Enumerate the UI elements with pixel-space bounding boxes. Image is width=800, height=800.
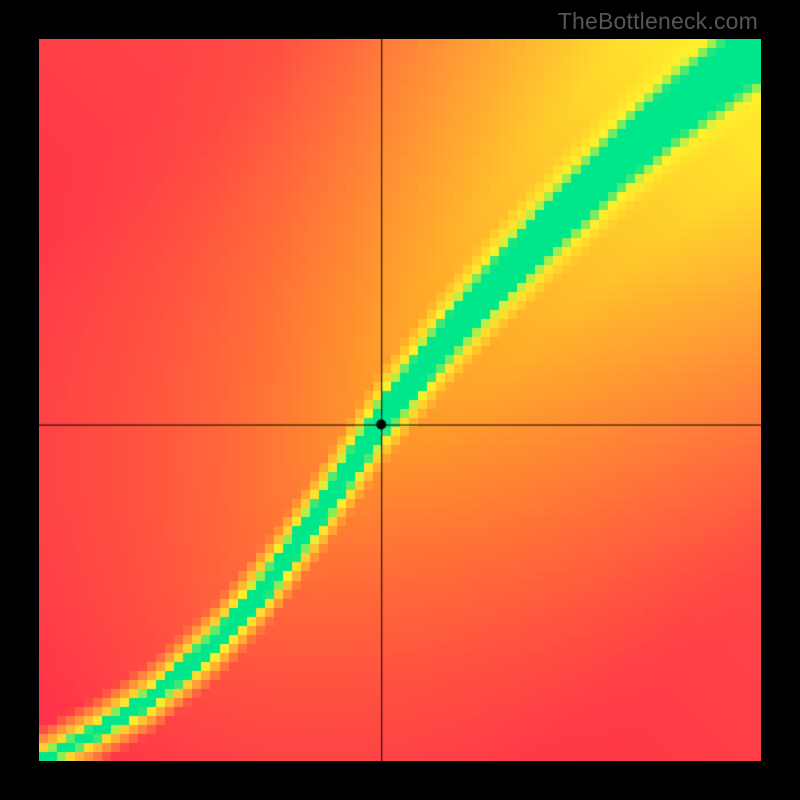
heatmap-canvas bbox=[39, 39, 761, 761]
heatmap-plot bbox=[39, 39, 761, 761]
watermark-text: TheBottleneck.com bbox=[558, 8, 758, 35]
chart-container: TheBottleneck.com bbox=[0, 0, 800, 800]
